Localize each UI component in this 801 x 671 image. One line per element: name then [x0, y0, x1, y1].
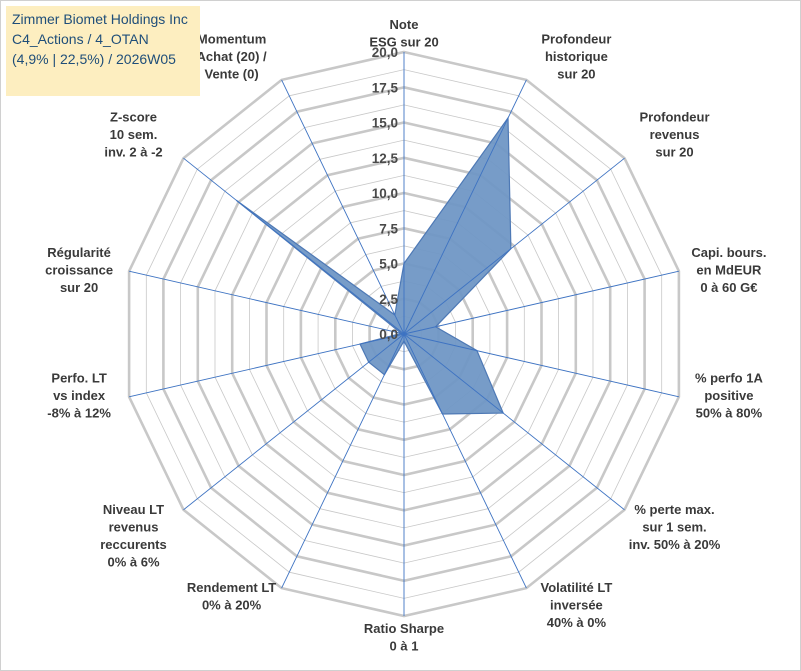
category-label: Capi. bours. en MdEUR 0 à 60 G€ — [691, 245, 766, 295]
category-label-line: positive — [704, 388, 753, 403]
category-label-line: Ratio Sharpe — [364, 621, 444, 636]
category-label-line: -8% à 12% — [47, 406, 111, 421]
tick-layer: 0,0 2,5 5,0 7,5 10,0 12,5 15,0 17,5 20,0 — [372, 45, 399, 342]
category-label: Rendement LT 0% à 20% — [187, 580, 276, 613]
category-label-line: Vente (0) — [205, 66, 259, 81]
axis-spoke — [403, 157, 625, 335]
axis-spoke — [128, 333, 405, 398]
category-label-line: revenus — [109, 519, 159, 534]
chart-title-line-2: C4_Actions / 4_OTAN — [12, 31, 149, 47]
category-label-line: Régularité — [47, 245, 111, 260]
category-label: Niveau LT revenus reccurents 0% à 6% — [100, 502, 166, 570]
category-label-line: Niveau LT — [103, 502, 164, 517]
category-label-line: Momentum — [197, 31, 266, 46]
category-label-line: Volatilité LT — [541, 580, 613, 595]
category-label-line: Perfo. LT — [51, 371, 106, 386]
category-label: Momentum Achat (20) / Vente (0) — [197, 31, 267, 81]
category-label-line: en MdEUR — [696, 263, 762, 278]
axis-spoke — [403, 270, 680, 335]
category-label-line: Note — [390, 17, 419, 32]
axis-spoke — [281, 79, 405, 335]
category-label-line: Rendement LT — [187, 580, 276, 595]
category-label-line: Capi. bours. — [691, 245, 766, 260]
category-label-line: Z-score — [110, 110, 157, 125]
category-label-line: sur 20 — [557, 66, 595, 81]
axis-spoke — [128, 270, 405, 335]
category-label-line: 0 à 1 — [390, 639, 419, 654]
axis-spoke — [183, 157, 405, 335]
category-label-line: vs index — [53, 388, 106, 403]
category-label: Régularité croissance sur 20 — [45, 245, 113, 295]
chart-title-box: Zimmer Biomet Holdings Inc C4_Actions / … — [6, 6, 200, 96]
spoke-layer — [128, 52, 680, 616]
radial-tick-label: 15,0 — [372, 116, 398, 131]
axis-spoke — [403, 79, 527, 335]
category-label-line: 40% à 0% — [547, 615, 607, 630]
category-label: Z-score 10 sem. inv. 2 à -2 — [104, 110, 162, 160]
category-label-line: reccurents — [100, 537, 166, 552]
category-label: % perfo 1A positive 50% à 80% — [695, 371, 764, 421]
category-label: Profondeur historique sur 20 — [541, 31, 611, 81]
category-label-line: 0 à 60 G€ — [700, 280, 757, 295]
category-label: % perte max. sur 1 sem. inv. 50% à 20% — [629, 502, 721, 552]
category-label-line: % perfo 1A — [695, 371, 764, 386]
category-label-line: Achat (20) / — [197, 49, 267, 64]
axis-spoke — [403, 333, 680, 398]
category-label-line: 0% à 6% — [107, 554, 159, 569]
radial-tick-label: 12,5 — [372, 151, 399, 166]
category-label: Profondeur revenus sur 20 — [639, 110, 709, 160]
category-label: Volatilité LT inversée 40% à 0% — [541, 580, 613, 630]
category-label-line: ESG sur 20 — [369, 35, 438, 50]
category-label-line: inv. 2 à -2 — [104, 145, 162, 160]
category-label-line: 10 sem. — [110, 127, 158, 142]
category-label-line: inversée — [550, 598, 603, 613]
category-label-line: 0% à 20% — [202, 598, 262, 613]
radial-tick-label: 17,5 — [372, 80, 399, 95]
category-label-line: revenus — [650, 127, 700, 142]
category-label: Ratio Sharpe 0 à 1 — [364, 621, 444, 654]
category-label: Perfo. LT vs index -8% à 12% — [47, 371, 111, 421]
category-label-line: 50% à 80% — [696, 406, 763, 421]
radial-tick-label: 0,0 — [379, 327, 398, 342]
category-label-line: sur 1 sem. — [642, 519, 706, 534]
radial-tick-label: 2,5 — [379, 292, 398, 307]
axis-spoke — [183, 333, 405, 511]
category-label-line: croissance — [45, 263, 113, 278]
radial-tick-label: 7,5 — [379, 221, 398, 236]
axis-spoke — [281, 333, 405, 589]
axis-spoke — [403, 333, 625, 511]
category-label-line: Profondeur — [639, 110, 709, 125]
category-label-line: sur 20 — [60, 280, 98, 295]
label-layer: Note ESG sur 20 Profondeur historique sur 20… — [45, 17, 766, 654]
category-label-line: historique — [545, 49, 608, 64]
category-label: Note ESG sur 20 — [369, 17, 438, 50]
category-label-line: sur 20 — [655, 145, 693, 160]
category-label-line: % perte max. — [634, 502, 714, 517]
category-label-line: inv. 50% à 20% — [629, 537, 721, 552]
chart-title-line-1: Zimmer Biomet Holdings Inc — [12, 11, 188, 27]
radial-tick-label: 20,0 — [372, 45, 398, 60]
axis-spoke — [403, 333, 527, 589]
chart-title-line-3: (4,9% | 22,5%) / 2026W05 — [12, 51, 176, 67]
category-label-line: Profondeur — [541, 31, 611, 46]
radial-tick-label: 5,0 — [379, 257, 398, 272]
radial-tick-label: 10,0 — [372, 186, 398, 201]
